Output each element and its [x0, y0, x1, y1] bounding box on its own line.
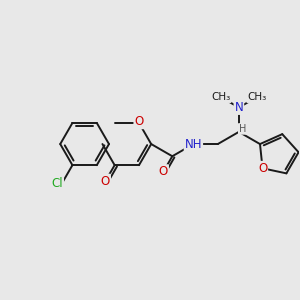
Text: O: O [258, 162, 267, 175]
Text: N: N [235, 101, 243, 114]
Text: O: O [101, 175, 110, 188]
Text: O: O [159, 165, 168, 178]
Text: CH₃: CH₃ [247, 92, 266, 102]
Text: O: O [134, 115, 144, 128]
Text: CH₃: CH₃ [211, 92, 231, 102]
Text: H: H [239, 124, 246, 134]
Text: NH: NH [185, 138, 202, 151]
Text: Cl: Cl [52, 177, 63, 190]
